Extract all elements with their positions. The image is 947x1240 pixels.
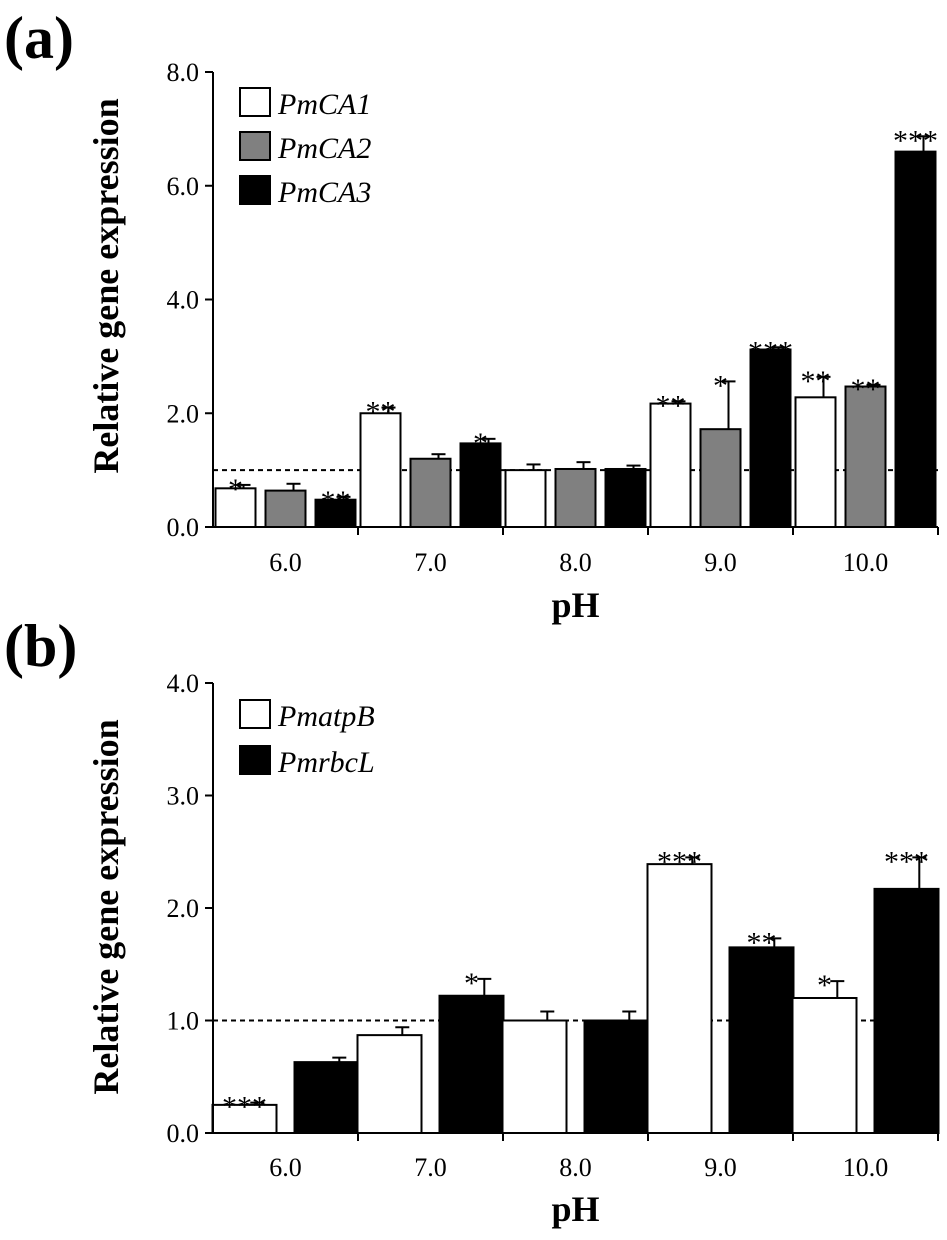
panel-b-bar-PmatpB-8.0 <box>501 1019 568 1134</box>
panel-a-significance-PmCA3-9.0: *** <box>748 335 793 368</box>
panel-a-xtick-8.0: 8.0 <box>559 548 592 577</box>
panel-b-xtick-8.0: 8.0 <box>559 1153 592 1182</box>
panel-a-significance-PmCA1-10.0: ** <box>801 365 831 398</box>
panel-b-legend-swatch-PmrbcL <box>239 745 271 775</box>
panel-b-xtick-9.0: 9.0 <box>704 1153 737 1182</box>
panel-b-ytick-4.0: 4.0 <box>167 669 200 698</box>
panel-a-bar-PmCA3-9.0 <box>749 348 792 528</box>
panel-b-ytick-2.0: 2.0 <box>167 894 200 923</box>
panel-a-bar-PmCA2-9.0 <box>699 428 742 528</box>
panel-a-legend-swatch-PmCA2 <box>239 131 271 161</box>
panel-b-bar-PmatpB-9.0 <box>646 863 713 1134</box>
panel-b-legend-swatch-PmatpB <box>239 699 271 729</box>
panel-b-ytick-0.0: 0.0 <box>167 1119 200 1148</box>
panel-a-significance-PmCA3-6.0: ** <box>321 485 351 518</box>
panel-a-xtick-10.0: 10.0 <box>843 548 889 577</box>
panel-b-bar-PmrbcL-6.0 <box>293 1061 360 1134</box>
panel-b-ytick-3.0: 3.0 <box>167 782 200 811</box>
panel-a-xtick-9.0: 9.0 <box>704 548 737 577</box>
panel-a-bar-PmCA1-10.0 <box>794 396 837 529</box>
panel-a-bar-PmCA3-10.0 <box>894 150 937 528</box>
panel-b-bar-PmrbcL-7.0 <box>438 994 505 1134</box>
panel-b-significance-PmrbcL-9.0: ** <box>747 926 777 959</box>
panel-a-xtick-6.0: 6.0 <box>269 548 302 577</box>
panel-b-bar-PmrbcL-8.0 <box>583 1019 650 1134</box>
panel-a-legend-PmCA3: PmCA3 <box>277 176 371 209</box>
panel-a-ytick-8.0: 8.0 <box>167 58 200 87</box>
panel-a-significance-PmCA2-10.0: ** <box>851 373 881 406</box>
panel-b-xtick-6.0: 6.0 <box>269 1153 302 1182</box>
panel-b-ytick-1.0: 1.0 <box>167 1007 200 1036</box>
panel-b-significance-PmrbcL-10.0: *** <box>884 845 929 878</box>
panel-b-xtick-7.0: 7.0 <box>414 1153 447 1182</box>
panel-a-legend-PmCA2: PmCA2 <box>277 132 371 165</box>
panel-a-legend-swatch-PmCA3 <box>239 175 271 205</box>
panel-a-ytick-4.0: 4.0 <box>167 286 200 315</box>
panel-b-significance-PmrbcL-7.0: * <box>464 967 479 1000</box>
panel-b-bar-PmatpB-7.0 <box>356 1034 423 1134</box>
panel-a-xlabel: pH <box>551 585 599 625</box>
panel-a-bar-PmCA2-7.0 <box>409 457 452 528</box>
panel-a-ytick-2.0: 2.0 <box>167 399 200 428</box>
panel-b-legend-PmatpB: PmatpB <box>277 700 375 733</box>
panel-b-bar-PmrbcL-10.0 <box>873 887 940 1134</box>
panel-b-significance-PmatpB-10.0: * <box>817 969 832 1002</box>
panel-a-bar-PmCA2-10.0 <box>844 385 887 528</box>
panel-b-significance-PmatpB-9.0: *** <box>657 845 702 878</box>
panel-a-legend-swatch-PmCA1 <box>239 87 271 117</box>
panel-b-bar-PmrbcL-9.0 <box>728 946 795 1134</box>
panel-a-significance-PmCA1-7.0: ** <box>366 396 396 429</box>
panel-a-bar-PmCA2-6.0 <box>264 489 307 529</box>
panel-a-ytick-0.0: 0.0 <box>167 513 200 542</box>
panel-a-bar-PmCA2-8.0 <box>554 467 597 528</box>
panel-a-significance-PmCA2-9.0: * <box>713 369 728 402</box>
panel-a-ytick-6.0: 6.0 <box>167 172 200 201</box>
panel-b-label: (b) <box>4 613 77 679</box>
panel-a-label: (a) <box>4 5 74 71</box>
panel-a-significance-PmCA3-10.0: *** <box>893 124 938 157</box>
panel-b-bar-PmatpB-10.0 <box>791 997 858 1134</box>
panel-b-legend-PmrbcL: PmrbcL <box>277 746 375 779</box>
panel-a-bar-PmCA1-8.0 <box>504 469 547 528</box>
panel-a-significance-PmCA1-9.0: ** <box>656 389 686 422</box>
panel-a-significance-PmCA1-6.0: * <box>228 473 243 506</box>
panel-b-xlabel: pH <box>551 1189 599 1229</box>
panel-b-significance-PmatpB-6.0: *** <box>222 1091 267 1124</box>
panel-b-xtick-10.0: 10.0 <box>843 1153 889 1182</box>
panel-a-xtick-7.0: 7.0 <box>414 548 447 577</box>
panel-a-ylabel: Relative gene expression <box>86 98 126 473</box>
panel-a-bar-PmCA1-7.0 <box>359 412 402 528</box>
panel-a-bar-PmCA3-8.0 <box>604 467 647 528</box>
panel-a-legend-PmCA1: PmCA1 <box>277 88 371 121</box>
panel-a-bar-PmCA1-9.0 <box>649 402 692 528</box>
panel-b-ylabel: Relative gene expression <box>86 719 126 1094</box>
panel-a-significance-PmCA3-7.0: * <box>473 427 488 460</box>
